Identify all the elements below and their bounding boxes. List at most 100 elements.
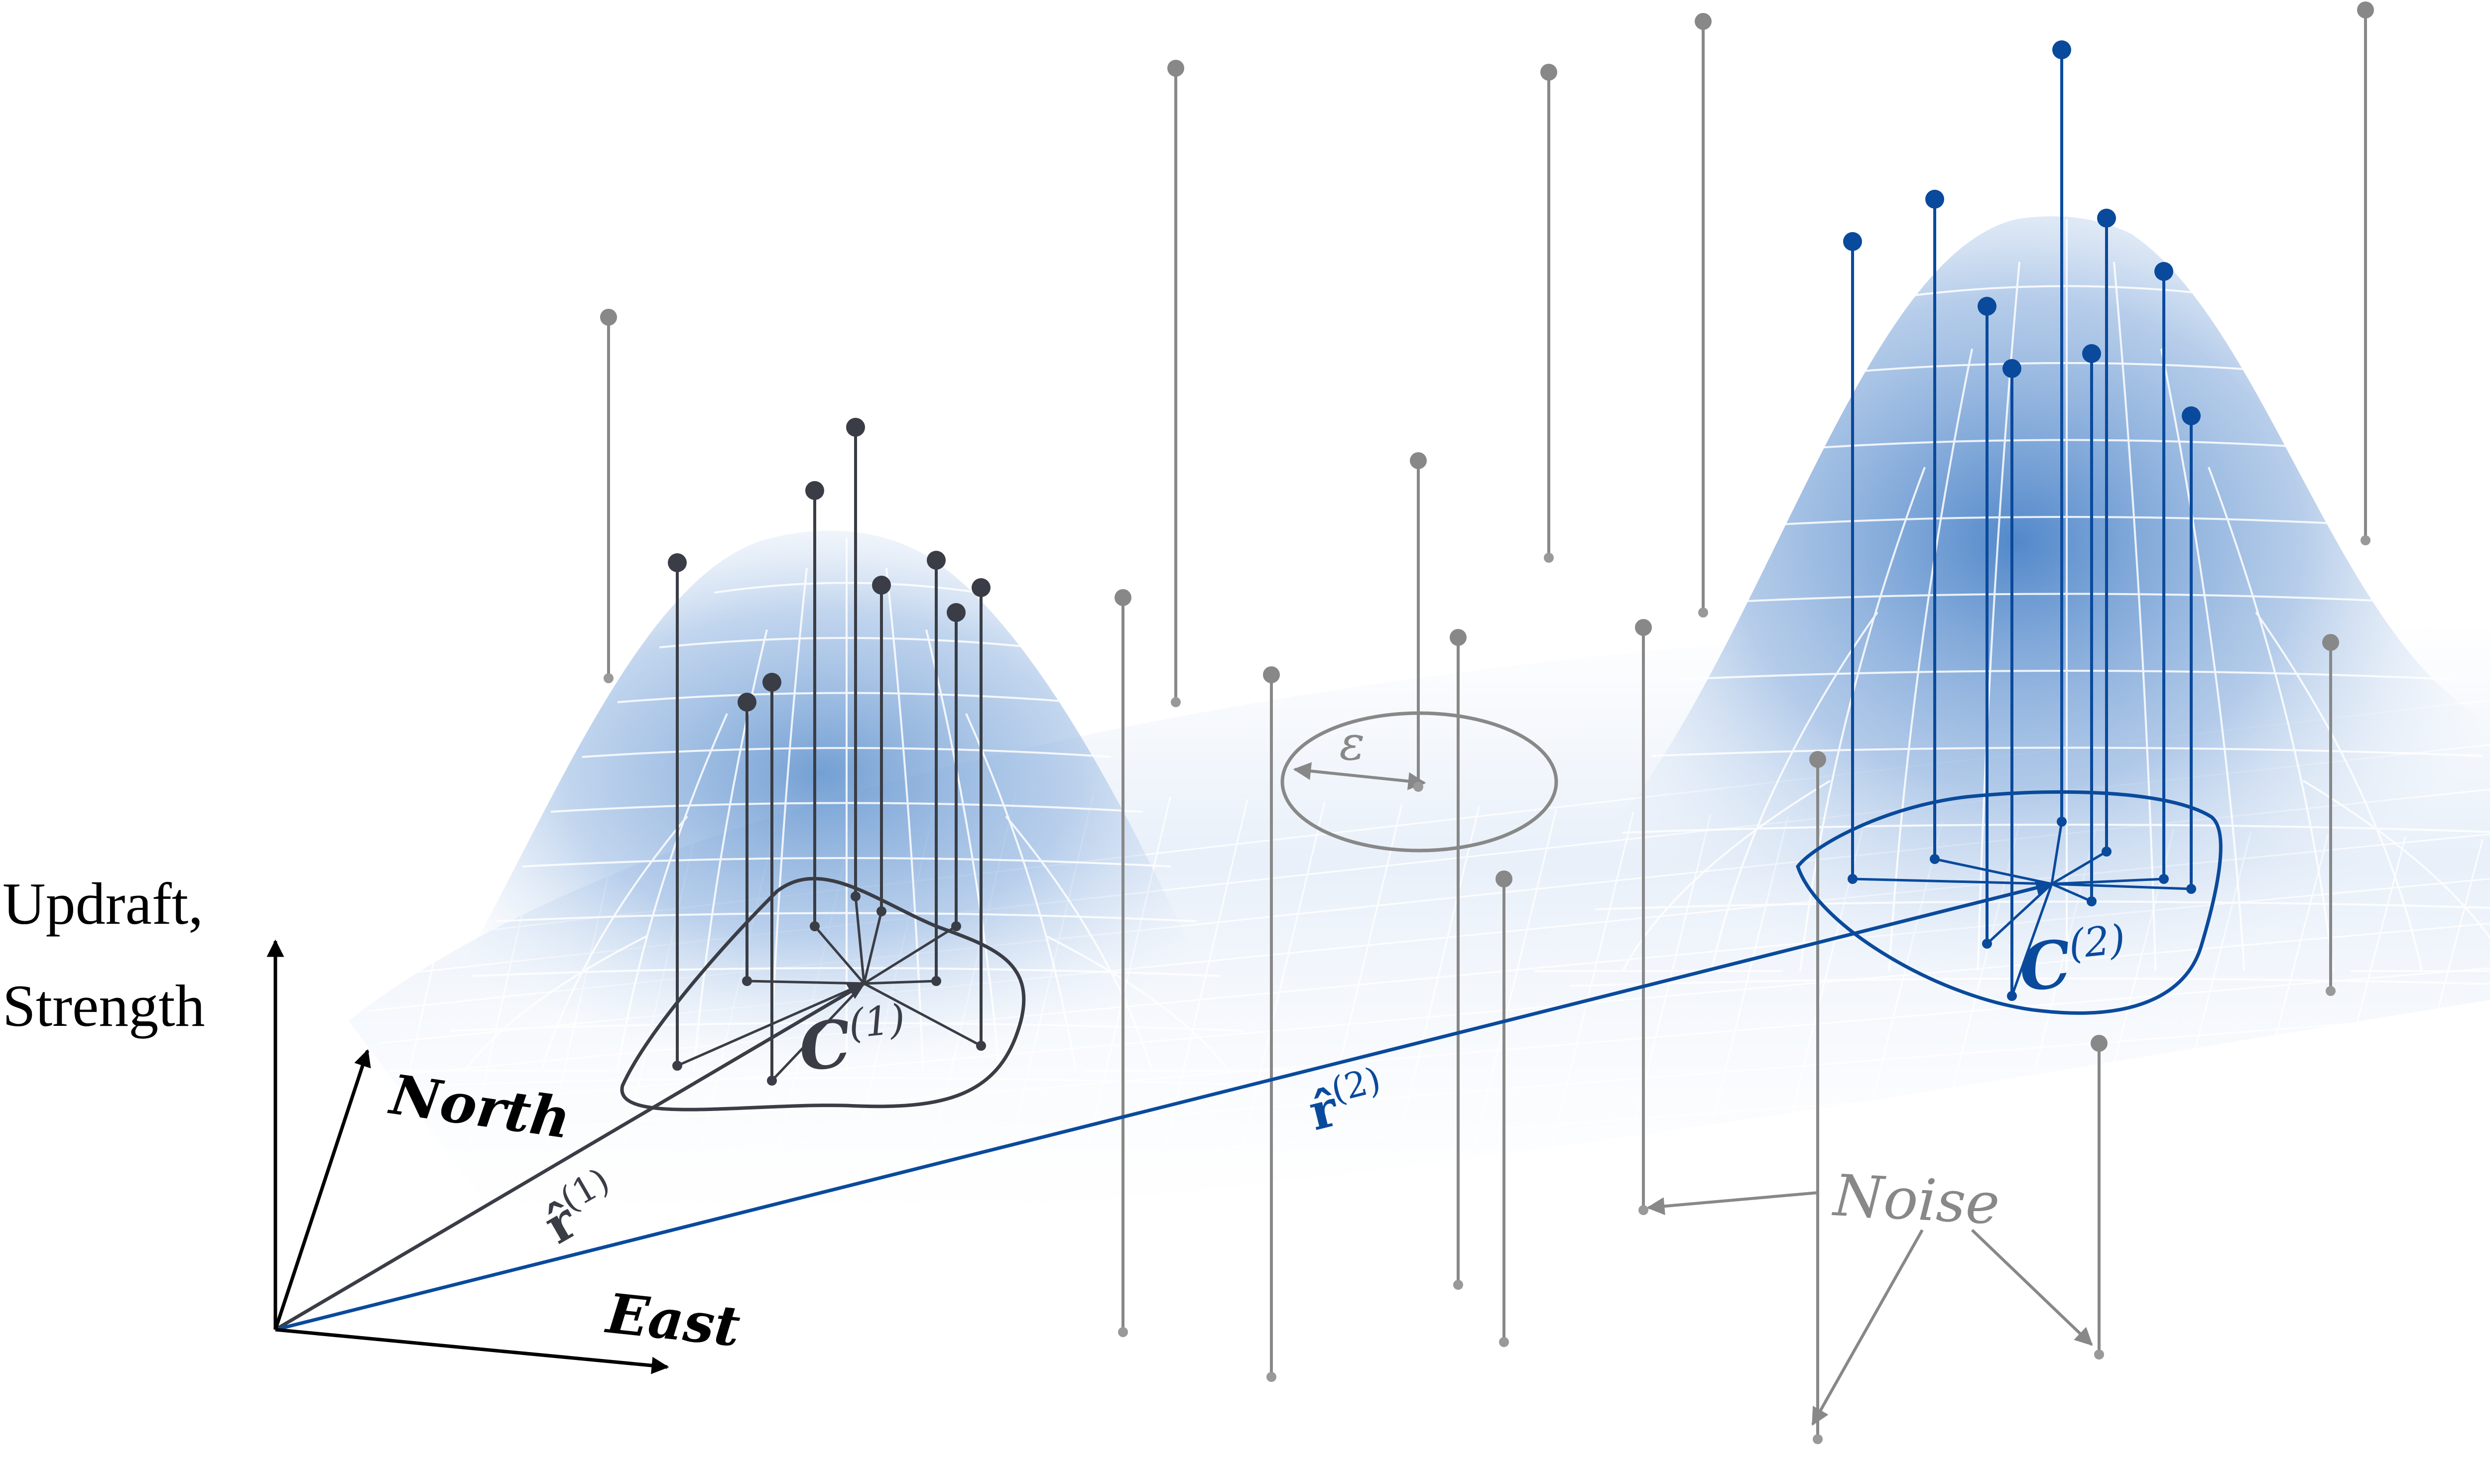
cluster-point <box>762 673 865 1086</box>
noise-base-marker <box>1413 782 1423 792</box>
base-marker <box>1930 854 1940 864</box>
projection-line <box>2051 882 2192 890</box>
noise-point <box>1540 64 1557 563</box>
top-marker <box>805 481 824 500</box>
cluster-point <box>863 578 991 1051</box>
updraft-label-line1: Updraft, <box>2 870 203 937</box>
noise-top-marker <box>1450 629 1467 646</box>
base-marker <box>2057 817 2067 827</box>
top-marker <box>2097 209 2116 228</box>
cluster-point <box>863 603 966 985</box>
cluster-point <box>1843 232 2052 885</box>
cluster-point <box>864 551 946 986</box>
noise-base-marker <box>1171 697 1181 707</box>
noise-point <box>1410 452 1427 792</box>
cluster-2-label-sup: (2) <box>2066 916 2127 968</box>
noise-base-marker <box>1499 1337 1509 1347</box>
noise-top-marker <box>600 309 617 326</box>
noise-point <box>1167 60 1184 707</box>
cluster-point <box>2051 262 2173 885</box>
noise-base-marker <box>1698 608 1708 618</box>
cluster-point <box>2002 359 2053 1001</box>
projection-line <box>854 896 866 984</box>
cluster-point <box>2051 406 2201 894</box>
noise-point <box>1695 13 1712 618</box>
base-marker <box>1848 874 1858 884</box>
noise-point <box>1263 666 1280 1382</box>
noise-points <box>600 1 2374 1444</box>
noise-top-marker <box>1695 13 1712 30</box>
base-marker <box>1982 939 1992 949</box>
cluster-point <box>2051 209 2116 885</box>
base-marker <box>2007 991 2017 1001</box>
noise-base-marker <box>1266 1372 1276 1382</box>
noise-base-marker <box>2361 535 2370 545</box>
noise-base-marker <box>1544 553 1554 563</box>
noise-base-marker <box>2326 986 2336 996</box>
updraft-hill-2 <box>1534 216 2490 1030</box>
top-marker <box>1843 232 1862 251</box>
east-label: East <box>602 1281 743 1359</box>
cluster-point <box>2050 40 2071 884</box>
noise-top-marker <box>1263 666 1280 683</box>
noise-top-marker <box>1410 452 1427 469</box>
top-marker <box>2052 40 2071 59</box>
noise-base-marker <box>1118 1327 1128 1337</box>
projection-line <box>864 980 937 985</box>
projection-line <box>863 911 883 984</box>
noise-point <box>2357 1 2374 545</box>
projection-line <box>1852 877 2052 885</box>
projection-line <box>2051 882 2093 903</box>
top-marker <box>2154 262 2173 281</box>
noise-point <box>1495 870 1512 1347</box>
north-axis <box>273 1049 371 1331</box>
noise-base-marker <box>1638 1205 1648 1215</box>
projection-line <box>2051 850 2108 885</box>
base-marker <box>2102 847 2112 857</box>
cluster-point <box>846 418 866 984</box>
top-marker <box>1978 297 1996 316</box>
position-vector-1 <box>274 982 866 1332</box>
noise-top-marker <box>1540 64 1557 81</box>
noise-base-marker <box>1453 1280 1463 1290</box>
noise-top-marker <box>2357 1 2374 18</box>
base-marker <box>2087 896 2097 906</box>
projection-line <box>2010 883 2053 996</box>
base-marker <box>2186 884 2196 894</box>
noise-top-marker <box>1635 619 1652 636</box>
top-marker <box>2002 359 2021 378</box>
cluster-1-label-base: C <box>795 1005 855 1086</box>
cluster-point <box>1978 297 2053 949</box>
base-marker <box>2159 874 2169 884</box>
top-marker <box>972 578 991 597</box>
position-vector-2 <box>275 879 2054 1332</box>
noise-point <box>1450 629 1467 1290</box>
base-marker <box>810 921 820 931</box>
projection-line <box>2050 821 2063 884</box>
noise-point <box>1115 589 1131 1337</box>
cluster-point <box>1925 190 2052 885</box>
base-marker <box>976 1041 986 1051</box>
cluster-point <box>2051 344 2101 906</box>
cluster-point <box>863 576 891 984</box>
cluster-1 <box>620 418 1026 1112</box>
base-marker <box>742 976 752 986</box>
noise-base-marker <box>1813 1434 1823 1444</box>
top-marker <box>947 603 966 622</box>
projection-line <box>863 925 957 985</box>
cluster-point <box>738 693 865 986</box>
noise-top-marker <box>1495 870 1512 887</box>
updraft-hill-1 <box>388 530 1305 1087</box>
axes <box>266 939 669 1374</box>
cluster-point <box>805 481 865 985</box>
cluster-boundary <box>620 876 1026 1112</box>
noise-point <box>1635 619 1652 1215</box>
top-marker <box>762 673 781 692</box>
top-marker <box>927 551 946 570</box>
cluster-2 <box>1796 40 2223 1015</box>
base-marker <box>951 921 961 931</box>
noise-base-marker <box>2094 1350 2104 1360</box>
projection-line <box>863 982 982 1047</box>
top-marker <box>738 693 756 712</box>
